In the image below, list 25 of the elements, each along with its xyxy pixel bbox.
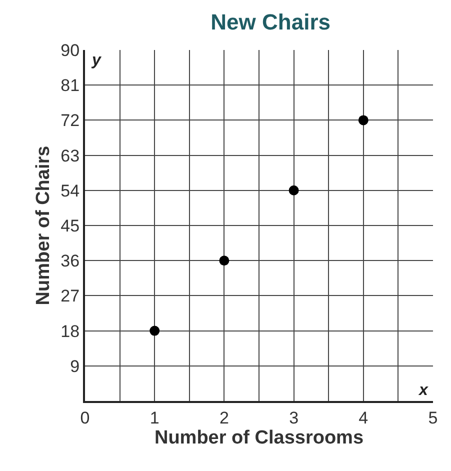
annotation: y	[91, 52, 102, 69]
x-tick-label: 1	[150, 408, 160, 428]
y-tick-label: 36	[60, 252, 80, 271]
annotation: x	[418, 382, 429, 399]
x-tick-label: 0	[80, 408, 90, 428]
y-tick-label: 81	[60, 76, 80, 96]
y-tick-label: 9	[70, 356, 80, 376]
x-tick-label: 3	[289, 408, 299, 428]
chart-title: New Chairs	[210, 10, 331, 35]
point	[288, 185, 299, 196]
x-axis-title: Number of Classrooms	[154, 428, 364, 449]
y-tick-label: 54	[60, 181, 80, 200]
y-tick-label: 63	[60, 146, 80, 166]
y-tick-label: 72	[60, 111, 80, 130]
x-tick-label: 4	[358, 408, 368, 428]
point	[358, 115, 368, 126]
point	[150, 326, 160, 336]
x-tick-label: 2	[219, 408, 229, 428]
y-tick-label: 27	[60, 286, 80, 306]
x-tick-label: 5	[428, 408, 438, 428]
y-tick-label: 18	[60, 322, 80, 341]
y-tick-label: 45	[60, 216, 80, 236]
y-axis-title: Number of Chairs	[33, 146, 54, 306]
y-tick-label: 90	[60, 40, 80, 60]
point	[219, 256, 230, 266]
